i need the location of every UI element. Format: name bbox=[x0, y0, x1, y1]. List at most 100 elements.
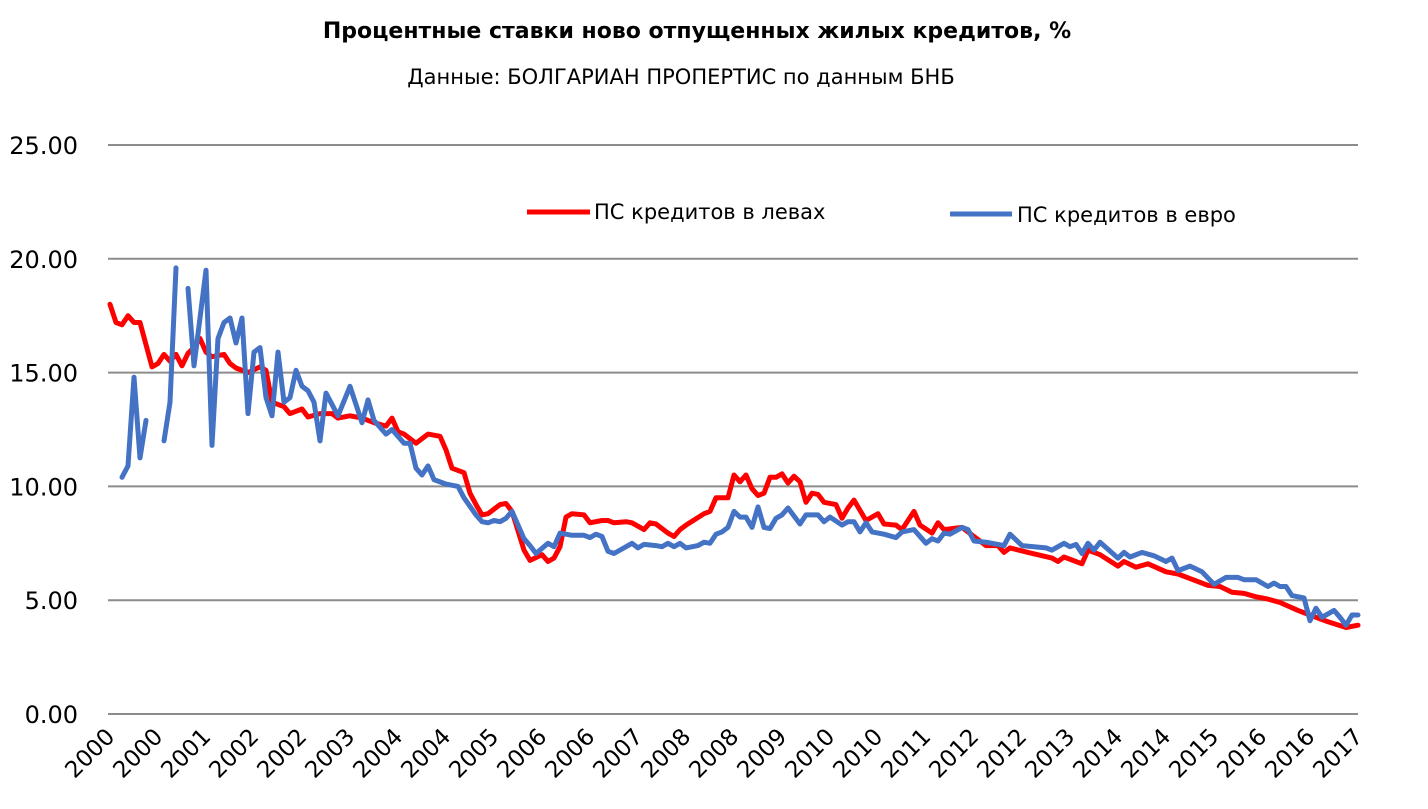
data-point bbox=[704, 513, 705, 514]
data-point bbox=[212, 445, 213, 446]
data-point bbox=[668, 533, 669, 534]
data-point bbox=[1286, 586, 1287, 587]
y-tick-label: 10.00 bbox=[9, 473, 78, 501]
data-point bbox=[932, 533, 933, 534]
data-point bbox=[440, 436, 441, 437]
data-point bbox=[794, 476, 795, 477]
data-point bbox=[764, 527, 765, 528]
data-point bbox=[764, 493, 765, 494]
y-axis-ticks: 0.00 5.00 10.00 15.00 20.00 25.00 bbox=[9, 132, 78, 729]
data-point bbox=[350, 386, 351, 387]
data-point bbox=[1238, 577, 1239, 578]
legend: ПС кредитов в левах ПС кредитов в евро bbox=[527, 200, 1236, 227]
data-point bbox=[272, 415, 273, 416]
data-point bbox=[686, 525, 687, 526]
data-point bbox=[818, 514, 819, 515]
data-point bbox=[284, 402, 285, 403]
data-point bbox=[950, 534, 951, 535]
data-point bbox=[1142, 552, 1143, 553]
data-point bbox=[884, 534, 885, 535]
data-point bbox=[1322, 617, 1323, 618]
data-point bbox=[230, 318, 231, 319]
data-point bbox=[734, 475, 735, 476]
data-point bbox=[776, 477, 777, 478]
data-point bbox=[500, 504, 501, 505]
data-point bbox=[1076, 544, 1077, 545]
data-point bbox=[254, 352, 255, 353]
x-tick-label: 2011 bbox=[876, 724, 936, 784]
x-tick-label: 2008 bbox=[636, 724, 696, 784]
data-point bbox=[644, 544, 645, 545]
data-point bbox=[1190, 578, 1191, 579]
data-point bbox=[536, 553, 537, 554]
data-point bbox=[782, 514, 783, 515]
x-axis-ticks: 2000200020012002200220032004200420052006… bbox=[60, 724, 1368, 784]
data-point bbox=[1004, 545, 1005, 546]
data-point bbox=[674, 546, 675, 547]
data-point bbox=[590, 537, 591, 538]
data-point bbox=[1244, 593, 1245, 594]
data-point bbox=[110, 304, 111, 305]
data-point bbox=[722, 531, 723, 532]
data-point bbox=[668, 543, 669, 544]
legend-label-leva: ПС кредитов в левах bbox=[594, 200, 825, 224]
data-point bbox=[710, 543, 711, 544]
data-point bbox=[296, 370, 297, 371]
y-tick-label: 5.00 bbox=[25, 587, 78, 615]
data-point bbox=[800, 524, 801, 525]
data-point bbox=[140, 457, 141, 458]
data-point bbox=[308, 417, 309, 418]
data-point bbox=[530, 545, 531, 546]
data-point bbox=[572, 513, 573, 514]
data-point bbox=[128, 465, 129, 466]
data-point bbox=[614, 522, 615, 523]
data-point bbox=[878, 513, 879, 514]
data-point bbox=[464, 472, 465, 473]
data-point bbox=[1154, 555, 1155, 556]
data-point bbox=[506, 518, 507, 519]
x-tick-label: 2000 bbox=[108, 724, 168, 784]
data-point bbox=[1022, 545, 1023, 546]
data-point bbox=[404, 443, 405, 444]
data-point bbox=[1220, 586, 1221, 587]
x-tick-label: 2012 bbox=[972, 724, 1032, 784]
data-point bbox=[680, 543, 681, 544]
data-point bbox=[1310, 620, 1311, 621]
data-point bbox=[1202, 571, 1203, 572]
x-tick-label: 2003 bbox=[300, 724, 360, 784]
data-point bbox=[770, 477, 771, 478]
data-point bbox=[776, 518, 777, 519]
data-point bbox=[824, 502, 825, 503]
data-point bbox=[218, 338, 219, 339]
data-point bbox=[326, 393, 327, 394]
legend-item-leva: ПС кредитов в левах bbox=[527, 200, 825, 224]
data-point bbox=[1052, 550, 1053, 551]
data-point bbox=[1046, 547, 1047, 548]
data-point bbox=[650, 522, 651, 523]
gridlines bbox=[108, 144, 1358, 715]
data-point bbox=[1244, 579, 1245, 580]
x-tick-label: 2017 bbox=[1308, 724, 1368, 784]
data-point bbox=[716, 534, 717, 535]
data-point bbox=[1280, 602, 1281, 603]
data-point bbox=[482, 514, 483, 515]
y-tick-label: 15.00 bbox=[9, 360, 78, 388]
x-tick-label: 2007 bbox=[588, 724, 648, 784]
data-point bbox=[530, 560, 531, 561]
data-point bbox=[674, 536, 675, 537]
x-tick-label: 2008 bbox=[684, 724, 744, 784]
data-point bbox=[1346, 625, 1347, 626]
x-tick-label: 2004 bbox=[348, 724, 408, 784]
data-point bbox=[548, 561, 549, 562]
data-point bbox=[146, 420, 147, 421]
data-point bbox=[1316, 608, 1317, 609]
data-point bbox=[458, 486, 459, 487]
data-point bbox=[1190, 566, 1191, 567]
x-tick-label: 2016 bbox=[1212, 724, 1272, 784]
data-point bbox=[392, 429, 393, 430]
data-point bbox=[494, 520, 495, 521]
data-point bbox=[854, 521, 855, 522]
data-point bbox=[806, 514, 807, 515]
data-point bbox=[812, 493, 813, 494]
data-point bbox=[1328, 621, 1329, 622]
